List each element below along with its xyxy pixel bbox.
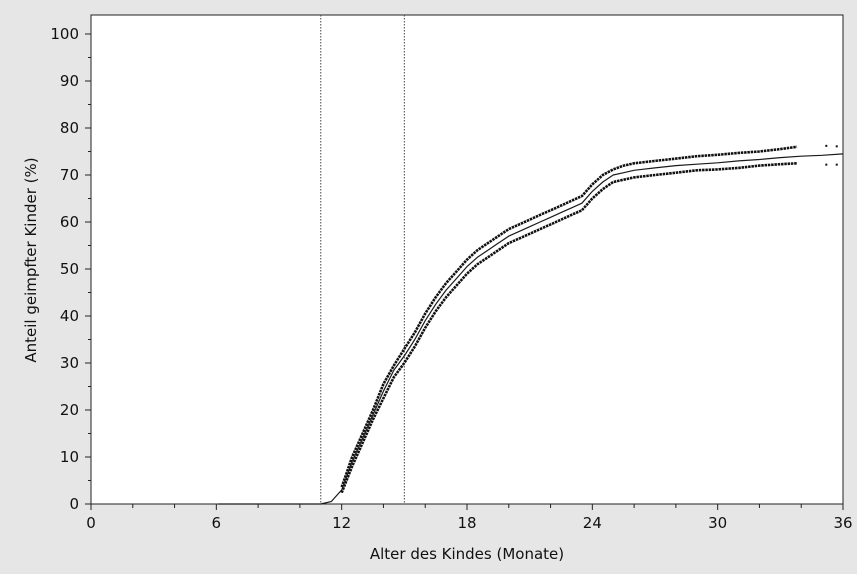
x-tick-label-36: 36 <box>833 514 852 532</box>
y-tick-label-0: 0 <box>69 495 79 513</box>
x-tick-label-18: 18 <box>457 514 476 532</box>
confidence-bands <box>340 144 838 494</box>
y-axis-title: Anteil geimpfter Kinder (%) <box>22 157 40 362</box>
ci-tail-dot-lower-confidence-limit-1 <box>835 163 838 166</box>
y-tick-label-10: 10 <box>60 448 79 466</box>
y-tick-label-70: 70 <box>60 166 79 184</box>
ci-tail-dot-upper-confidence-limit-1 <box>835 145 838 148</box>
y-tick-label-40: 40 <box>60 307 79 325</box>
y-tick-label-20: 20 <box>60 401 79 419</box>
y-tick-label-30: 30 <box>60 354 79 372</box>
y-tick-label-90: 90 <box>60 72 79 90</box>
x-tick-label-0: 0 <box>86 514 96 532</box>
reference-lines <box>320 15 405 504</box>
x-axis: 0 6 12 18 24 30 36 <box>86 504 853 532</box>
y-tick-label-100: 100 <box>50 25 79 43</box>
ci-band-lower-confidence-limit <box>340 162 798 494</box>
x-tick-label-24: 24 <box>583 514 602 532</box>
x-axis-title: Alter des Kindes (Monate) <box>370 545 564 563</box>
y-tick-label-50: 50 <box>60 260 79 278</box>
ci-tail-dot-lower-confidence-limit-0 <box>825 163 828 166</box>
ci-tail-dot-upper-confidence-limit-0 <box>825 144 828 147</box>
x-tick-label-12: 12 <box>332 514 351 532</box>
x-tick-label-30: 30 <box>708 514 727 532</box>
y-tick-label-80: 80 <box>60 119 79 137</box>
ci-band-upper-confidence-limit <box>340 145 798 488</box>
y-axis: 0 10 20 30 40 50 60 70 80 90 100 <box>50 25 91 513</box>
estimate-line <box>218 153 844 505</box>
y-tick-label-60: 60 <box>60 213 79 231</box>
estimate-line-layer <box>218 153 844 505</box>
x-tick-label-6: 6 <box>212 514 222 532</box>
